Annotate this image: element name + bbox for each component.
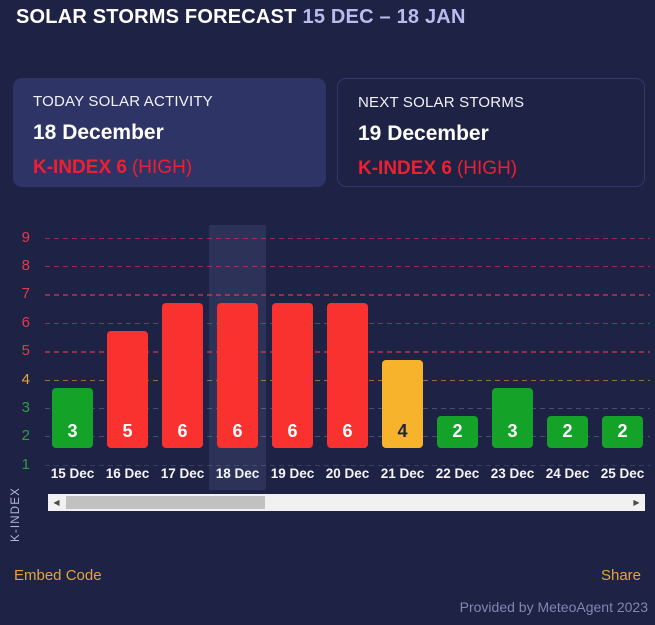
today-card-kindex: K-INDEX 6 (HIGH) [33,157,306,179]
bar-value-label: 2 [452,420,463,441]
next-kindex-severity: (HIGH) [456,158,518,179]
next-solar-storms-card: NEXT SOLAR STORMS 19 December K-INDEX 6(… [337,78,645,187]
x-tick-label: 23 Dec [490,466,535,481]
page-title: SOLAR STORMS FORECAST 15 DEC – 18 JAN [16,6,466,29]
chart-bar[interactable]: 6 [272,302,313,448]
y-tick-label-6: 6 [21,313,30,331]
x-tick-label: 24 Dec [545,466,590,481]
y-axis-title: K-INDEX [10,486,22,542]
next-card-kindex: K-INDEX 6 (HIGH) [358,158,624,180]
x-tick-label: 15 Dec [50,466,95,481]
bar-value-label: 6 [342,420,353,441]
forecast-date-range: 15 DEC – 18 JAN [302,6,466,28]
today-card-date: 18 December [33,121,164,144]
x-tick-label: 21 Dec [380,466,425,481]
x-tick-label: 17 Dec [160,466,205,481]
today-kindex-value: K-INDEX 6 [33,157,127,178]
scrollbar-thumb[interactable] [66,496,265,509]
today-solar-activity-card: TODAY SOLAR ACTIVITY 18 December K-INDEX… [13,78,326,187]
gridline-9 [45,237,650,239]
bar-value-label: 2 [617,420,628,441]
scroll-right-arrow-icon[interactable]: ▶ [633,498,640,507]
today-card-label: TODAY SOLAR ACTIVITY [33,93,213,110]
x-tick-label: 19 Dec [270,466,315,481]
chart-bar[interactable]: 6 [327,302,368,448]
next-kindex-value: K-INDEX 6 [358,158,452,179]
kindex-bar-chart: 1 2 3 4 5 6 7 8 9 3 15 Dec 5 16 Dec 6 17 Dec 6 18 Dec 6 19… [0,218,655,498]
bar-value-label: 6 [287,420,298,441]
y-tick-label-7: 7 [21,285,30,303]
chart-bar[interactable]: 2 [437,416,478,448]
gridline-8 [45,265,650,268]
chart-bar[interactable]: 6 [162,302,203,448]
next-card-date: 19 December [358,122,489,145]
y-tick-label-8: 8 [21,256,30,274]
chart-bar[interactable]: 4 [382,359,423,448]
x-tick-label: 22 Dec [435,466,480,481]
y-tick-label-4: 4 [21,370,30,388]
scroll-left-arrow-icon[interactable]: ◀ [53,498,60,507]
chart-bar[interactable]: 2 [547,416,588,448]
bar-value-label: 6 [177,420,188,441]
share-link[interactable]: Share [600,567,641,584]
y-tick-label-3: 3 [21,398,30,416]
today-kindex-severity: (HIGH) [131,157,193,178]
bar-value-label: 5 [122,420,133,441]
y-tick-label-9: 9 [21,228,30,246]
x-tick-label: 25 Dec [600,466,645,481]
chart-bar[interactable]: 5 [107,331,148,448]
y-tick-label-5: 5 [21,342,30,360]
x-tick-label: 18 Dec [215,466,260,481]
embed-code-link[interactable]: Embed Code [14,567,102,584]
y-tick-label-1: 1 [21,455,30,473]
chart-bar[interactable]: 6 [217,302,258,448]
x-tick-label: 16 Dec [105,466,150,481]
forecast-title: SOLAR STORMS FORECAST [16,6,297,28]
chart-horizontal-scrollbar[interactable]: ◀ ▶ [48,494,645,511]
y-tick-label-2: 2 [21,427,30,445]
bar-value-label: 4 [397,420,408,441]
x-tick-label: 20 Dec [325,466,370,481]
bar-value-label: 6 [232,420,243,441]
chart-bar[interactable]: 3 [52,388,93,448]
bar-value-label: 2 [562,420,573,441]
chart-bar[interactable]: 3 [492,388,533,448]
next-card-label: NEXT SOLAR STORMS [358,94,525,111]
chart-bar[interactable]: 2 [602,416,643,448]
gridline-7 [45,294,650,296]
provider-attribution: Provided by MeteoAgent 2023 [459,599,648,615]
bar-value-label: 3 [507,421,518,441]
bar-value-label: 3 [67,421,78,441]
